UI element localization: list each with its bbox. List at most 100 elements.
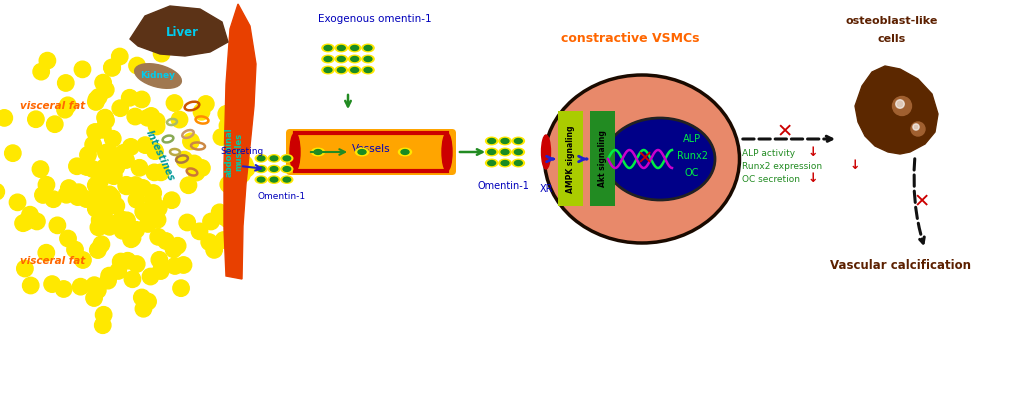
Ellipse shape [348,44,361,52]
Text: Runx2 expression: Runx2 expression [741,162,821,171]
Circle shape [103,157,119,173]
Text: ALP activity: ALP activity [741,149,795,158]
Text: visceral fat: visceral fat [20,101,86,111]
Circle shape [85,161,101,177]
Circle shape [119,253,136,269]
Ellipse shape [364,46,372,50]
Ellipse shape [268,176,279,183]
Circle shape [151,200,167,216]
Ellipse shape [500,139,508,143]
Ellipse shape [441,133,451,171]
Ellipse shape [135,64,181,88]
Ellipse shape [322,55,334,63]
Circle shape [140,216,156,232]
Circle shape [101,268,117,284]
Circle shape [93,206,109,222]
Ellipse shape [283,167,290,171]
Circle shape [86,290,102,306]
Circle shape [86,277,102,294]
Circle shape [147,143,163,159]
Circle shape [892,97,911,115]
Ellipse shape [255,176,267,183]
Circle shape [180,177,197,193]
Circle shape [912,124,918,130]
Ellipse shape [358,150,366,154]
Circle shape [39,52,56,69]
Ellipse shape [487,161,495,165]
Ellipse shape [398,148,411,156]
Circle shape [148,118,165,135]
Circle shape [150,229,166,245]
Circle shape [33,161,49,177]
Circle shape [17,214,34,230]
Circle shape [163,192,179,208]
Circle shape [78,159,95,175]
Circle shape [151,252,167,268]
Circle shape [122,139,139,155]
Circle shape [146,164,162,180]
Ellipse shape [498,137,511,145]
Ellipse shape [283,177,290,182]
Circle shape [108,159,124,175]
Circle shape [187,164,205,181]
Circle shape [49,217,65,234]
Ellipse shape [485,159,497,167]
Text: Secreting: Secreting [220,147,263,156]
Circle shape [105,130,121,147]
Circle shape [145,191,161,208]
Polygon shape [129,6,228,56]
Circle shape [38,245,54,261]
Ellipse shape [335,66,347,74]
Text: Liver: Liver [165,26,199,39]
Ellipse shape [322,44,334,52]
Circle shape [75,158,92,174]
Ellipse shape [335,44,347,52]
Circle shape [101,219,117,235]
Ellipse shape [514,161,522,165]
Circle shape [98,82,114,98]
Ellipse shape [348,55,361,63]
Text: Intestines: Intestines [144,129,176,183]
Circle shape [97,194,113,211]
Text: Omentin-1: Omentin-1 [258,192,306,201]
Ellipse shape [498,148,511,156]
Circle shape [88,94,104,110]
Ellipse shape [351,56,359,61]
Ellipse shape [485,148,497,156]
Circle shape [21,206,38,223]
Circle shape [194,160,210,176]
Circle shape [108,198,124,214]
Text: Exogenous omentin-1: Exogenous omentin-1 [318,14,431,24]
Circle shape [124,271,141,288]
Circle shape [96,206,112,222]
Text: ALP: ALP [683,134,700,144]
Ellipse shape [351,67,359,72]
Text: Vascular calcification: Vascular calcification [828,259,969,272]
Circle shape [90,242,106,258]
Circle shape [92,173,108,190]
Circle shape [171,112,187,128]
Circle shape [214,208,231,225]
Text: constractive VSMCs: constractive VSMCs [560,32,699,45]
Circle shape [213,129,229,145]
Circle shape [176,151,193,168]
Ellipse shape [500,161,508,165]
Ellipse shape [337,56,344,61]
Ellipse shape [356,148,368,156]
Circle shape [74,61,91,78]
Circle shape [118,212,136,229]
Text: abdominal
muscles: abdominal muscles [224,127,244,177]
Circle shape [97,110,113,126]
Ellipse shape [311,148,324,156]
Circle shape [91,198,107,215]
Circle shape [153,164,169,180]
Circle shape [100,273,116,289]
Circle shape [69,189,86,205]
Ellipse shape [257,156,265,161]
Circle shape [35,187,51,203]
Text: AMPK signaling: AMPK signaling [566,125,575,193]
Circle shape [58,187,74,203]
Ellipse shape [487,150,495,154]
Circle shape [201,234,217,250]
Circle shape [118,178,135,195]
